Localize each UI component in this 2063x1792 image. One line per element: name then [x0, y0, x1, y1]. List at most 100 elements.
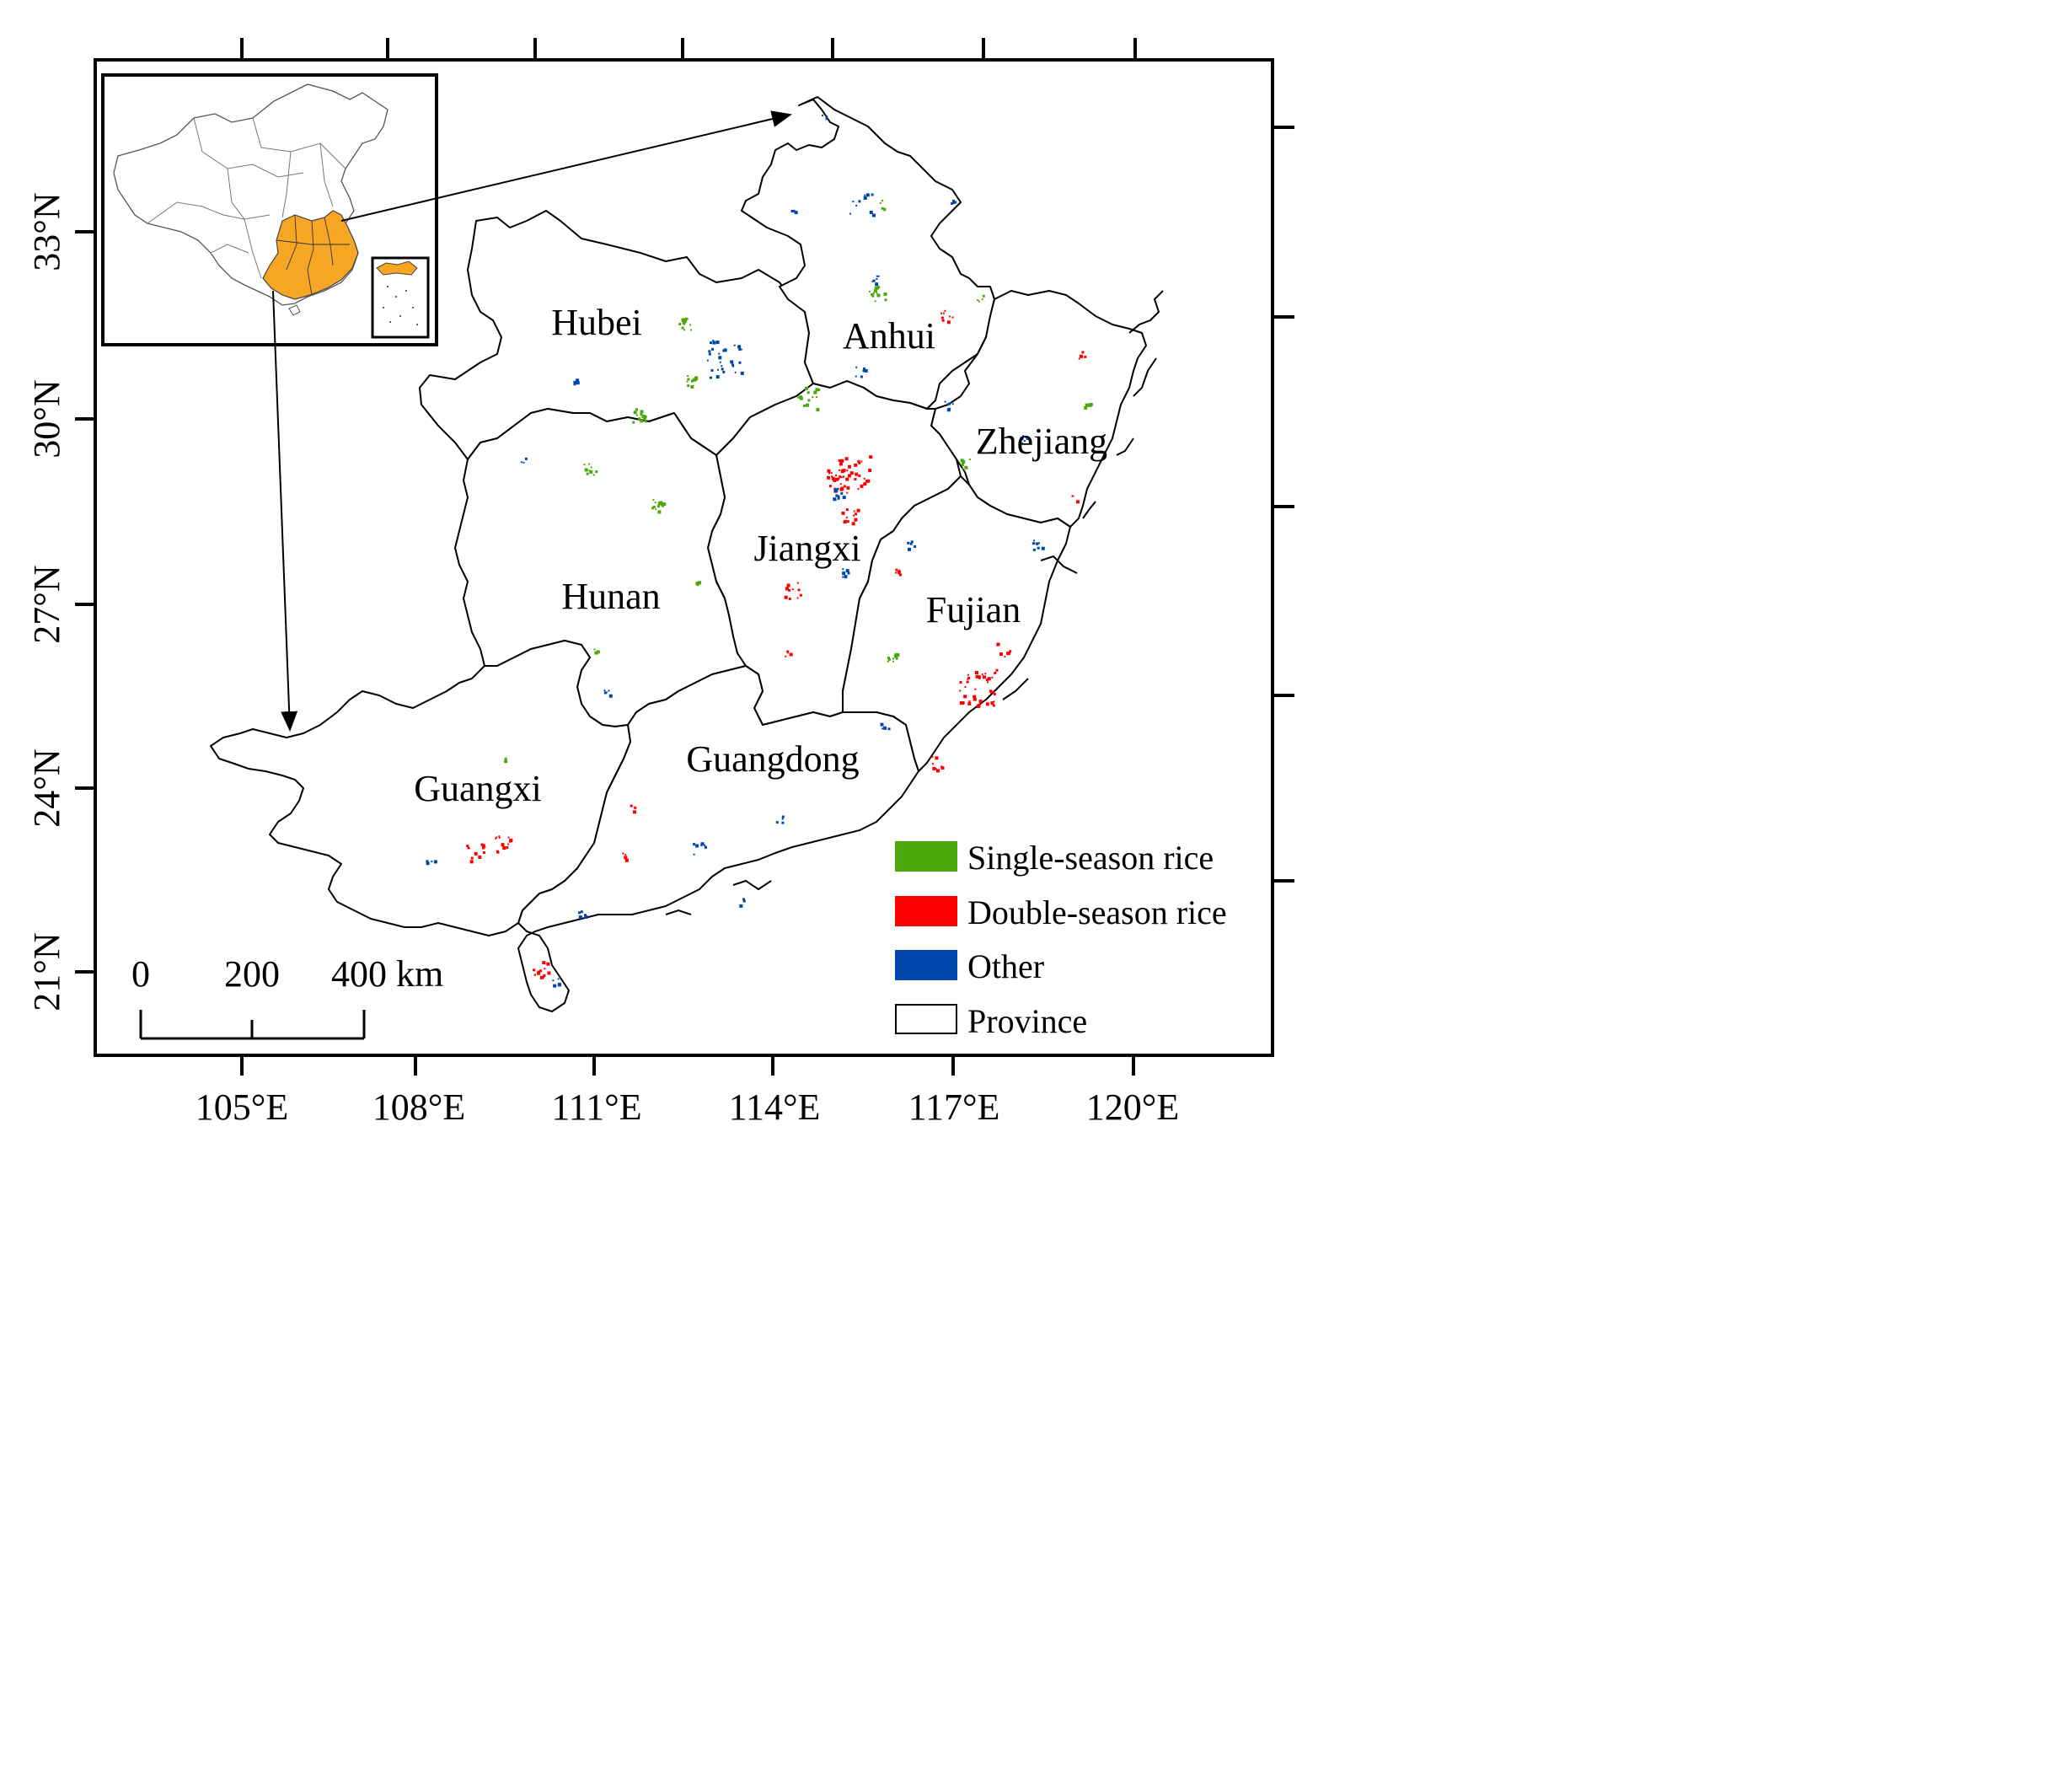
rice-pixel-double	[470, 856, 474, 860]
rice-pixel-double	[983, 676, 986, 679]
rice-pixel-double	[834, 480, 837, 483]
rice-pixel-single	[687, 384, 690, 388]
rice-pixel-double	[991, 676, 994, 679]
rice-pixel-other	[781, 821, 785, 824]
rice-pixel-single	[583, 464, 586, 465]
rice-pixel-double	[838, 469, 840, 471]
rice-pixel-other	[914, 545, 917, 548]
rice-pixel-double	[932, 766, 936, 770]
rice-pixel-single	[879, 201, 881, 204]
rice-pixel-single	[686, 318, 689, 320]
rice-pixel-single	[816, 396, 817, 398]
scale-tick-400: 400 km	[331, 953, 443, 995]
rice-pixel-single	[693, 378, 697, 382]
rice-pixel-other	[1032, 542, 1035, 545]
rice-pixel-single	[869, 291, 871, 292]
rice-pixel-other	[837, 495, 840, 498]
rice-pixel-double	[967, 701, 972, 706]
rice-pixel-double	[858, 461, 861, 464]
rice-pixel-single	[590, 466, 592, 469]
rice-pixel-single	[584, 468, 588, 472]
rice-pixel-single	[873, 292, 876, 294]
rice-pixel-double	[978, 676, 981, 679]
rice-pixel-double	[985, 679, 989, 681]
rice-pixel-double	[839, 475, 842, 479]
rice-pixel-double	[840, 459, 844, 463]
rice-pixel-double	[846, 486, 850, 490]
rice-pixel-double	[537, 971, 541, 975]
rice-pixel-single	[878, 287, 881, 288]
rice-pixel-double	[502, 846, 506, 850]
rice-pixel-other	[717, 368, 719, 371]
rice-pixel-other	[855, 366, 858, 368]
rice-pixel-other	[719, 361, 721, 363]
rice-pixel-double	[533, 974, 536, 976]
rice-pixel-double	[796, 597, 799, 599]
rice-pixel-other	[715, 375, 720, 379]
rice-pixel-other	[887, 727, 891, 731]
rice-pixel-double	[854, 463, 858, 467]
rice-pixel-other	[693, 853, 695, 856]
legend-label-double: Double-season rice	[967, 893, 1227, 931]
rice-pixel-double	[839, 462, 843, 466]
rice-pixel-single	[960, 459, 964, 463]
rice-pixel-double	[851, 522, 855, 526]
rice-pixel-double	[496, 850, 500, 854]
rice-pixel-other	[700, 845, 703, 847]
legend: Single-season rice Double-season rice Ot…	[895, 839, 1227, 1040]
latitude-labels: 33°N 30°N 27°N 24°N 21°N	[26, 192, 67, 1011]
rice-pixel-double	[831, 475, 833, 478]
rice-pixel-double	[977, 704, 981, 707]
rice-pixel-double	[985, 702, 989, 706]
rice-pixel-other	[520, 461, 522, 464]
rice-pixel-other	[710, 341, 712, 345]
rice-pixel-other	[573, 380, 577, 384]
rice-pixel-double	[501, 843, 505, 847]
rice-pixel-double	[624, 854, 627, 856]
province-boundaries	[210, 96, 1147, 1012]
rice-pixel-double	[946, 320, 951, 325]
rice-pixel-double	[966, 680, 969, 684]
rice-pixel-other	[952, 199, 955, 202]
rice-pixel-double	[866, 479, 871, 483]
inset-map	[101, 73, 438, 346]
rice-pixel-double	[539, 969, 542, 973]
lon-label: 114°E	[729, 1086, 821, 1128]
rice-pixel-double	[835, 475, 838, 476]
rice-pixel-double	[975, 674, 979, 679]
rice-pixel-other	[522, 461, 525, 464]
rice-pixel-single	[962, 468, 964, 470]
inset-internal-lines	[147, 117, 346, 279]
rice-pixel-other	[865, 193, 870, 197]
rice-pixel-double	[981, 673, 983, 676]
rice-pixel-double	[935, 756, 939, 760]
rice-pixel-double	[984, 673, 987, 675]
longitude-labels: 105°E 108°E 111°E 114°E 117°E 120°E	[196, 1086, 1179, 1128]
rice-pixel-double	[959, 681, 962, 684]
rice-pixel-double	[857, 488, 860, 491]
province-label-hubei: Hubei	[551, 302, 642, 343]
rice-pixel-other	[871, 193, 874, 196]
rice-pixel-single	[982, 294, 985, 298]
rice-pixel-single	[884, 298, 887, 302]
rice-pixel-other	[718, 352, 721, 355]
rice-pixel-double	[973, 697, 977, 701]
province-label-fujian: Fujian	[926, 589, 1021, 630]
rice-pixel-other	[584, 914, 587, 917]
rice-pixel-other	[603, 689, 606, 692]
rice-pixel-other	[732, 365, 735, 368]
rice-pixel-other	[431, 861, 433, 863]
rice-pixel-single	[871, 294, 875, 298]
rice-pixel-double	[1084, 355, 1087, 358]
rice-pixel-other	[869, 211, 873, 214]
rice-pixel-double	[827, 469, 831, 473]
rice-pixel-double	[944, 309, 946, 312]
rice-pixel-double	[844, 519, 847, 523]
rice-pixel-double	[799, 593, 802, 597]
rice-pixel-single	[682, 318, 685, 321]
rice-pixel-double	[993, 693, 996, 695]
rice-pixel-single	[504, 757, 507, 760]
rice-pixel-other	[837, 496, 840, 500]
rice-pixel-single	[657, 510, 662, 514]
rice-pixel-other	[740, 348, 742, 351]
